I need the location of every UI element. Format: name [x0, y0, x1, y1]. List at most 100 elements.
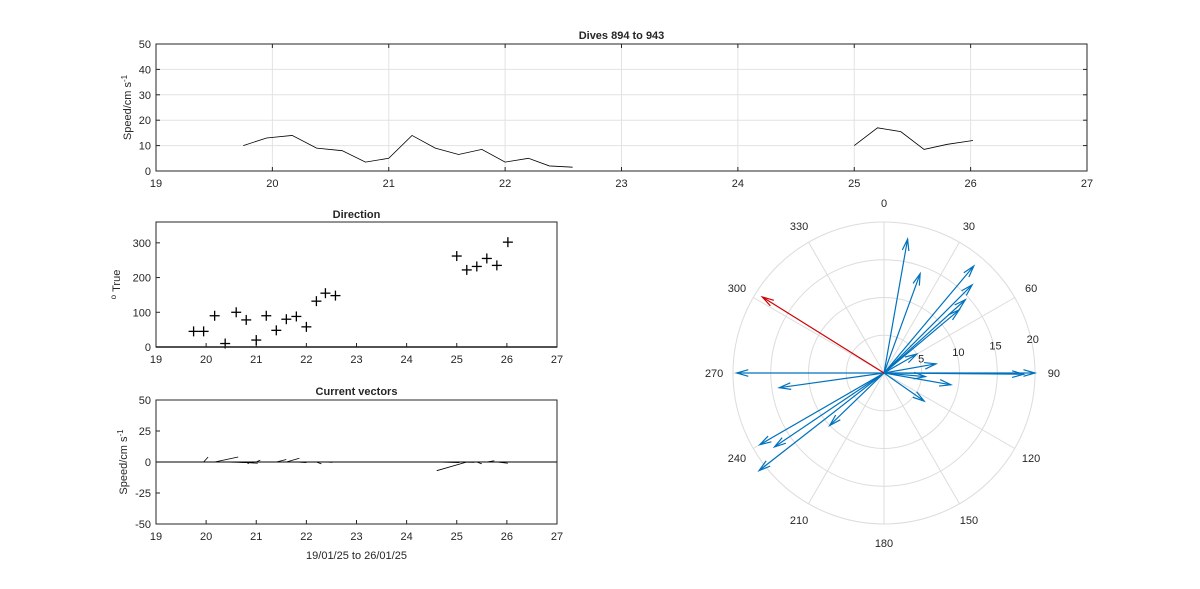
current-vector: [436, 461, 467, 472]
y-tick-label: 30: [139, 90, 151, 102]
direction-point: [481, 253, 492, 264]
compass-arrow: [883, 264, 976, 374]
angle-label: 300: [728, 283, 746, 295]
compass-arrow: [883, 372, 954, 387]
x-tick-label: 27: [551, 354, 563, 366]
speed-series-line: [854, 127, 974, 150]
radius-label: 15: [989, 340, 1001, 352]
angle-label: 0: [881, 198, 887, 210]
vectors-panel-title: Current vectors: [316, 386, 398, 398]
compass-arrow: [883, 361, 939, 374]
compass-arrow-shaft: [829, 372, 885, 426]
speed-panel-ylabel: Speed/cm s-1: [120, 74, 134, 140]
direction-point: [330, 290, 341, 301]
angle-label: 120: [1022, 453, 1040, 465]
angle-label: 180: [875, 538, 893, 550]
angular-grid-line: [883, 241, 960, 374]
axes-frame: [155, 43, 1088, 172]
compass-arrow-head: [954, 298, 967, 311]
compass-arrow: [828, 372, 885, 427]
y-tick-label: -25: [135, 488, 151, 500]
compass-arrow-head: [913, 371, 928, 380]
compass-arrow-head: [1011, 370, 1026, 379]
direction-panel-title: Direction: [333, 209, 381, 221]
x-tick-label: 24: [732, 178, 744, 190]
compass-arrow-head: [757, 460, 771, 472]
angle-label: 270: [705, 368, 723, 380]
compass-arrow-shaft: [883, 265, 975, 374]
compass-arrow: [777, 372, 885, 390]
angle-label: 150: [960, 515, 978, 527]
x-tick-label: 19: [150, 178, 162, 190]
x-tick-label: 22: [300, 354, 312, 366]
speed-ylabel-superscript: -1: [120, 74, 129, 82]
y-tick-label: 40: [139, 64, 151, 76]
compass-arrow: [757, 372, 885, 472]
direction-point: [301, 321, 312, 332]
x-tick-label: 20: [200, 531, 212, 543]
vectors-ylabel-superscript: -1: [116, 429, 125, 437]
direction-point: [471, 261, 482, 272]
direction-point: [311, 296, 322, 307]
compass-arrow-shaft: [883, 372, 1024, 375]
angular-grid-line: [883, 372, 960, 505]
radius-label: 5: [918, 353, 924, 365]
angle-label: 330: [790, 221, 808, 233]
direction-panel: Direction o True 19 20 21 22 23 24 25 26 27 0 100 20…: [109, 209, 563, 366]
compass-arrow-shaft: [762, 296, 885, 374]
compass-arrow-shaft: [779, 372, 885, 389]
direction-point: [251, 335, 262, 346]
compass-arrow-shaft: [883, 372, 926, 378]
current-vector: [214, 456, 239, 463]
compass-arrow-head: [757, 435, 772, 446]
direction-point: [271, 325, 282, 336]
compass-arrow-shaft: [759, 372, 885, 446]
y-tick-label: -50: [135, 519, 151, 531]
direction-point: [451, 251, 462, 262]
vectors-ylabel-main: Speed/cm s: [118, 436, 130, 495]
compass-arrow-head: [777, 382, 792, 390]
x-tick-label: 24: [401, 354, 413, 366]
compass-arrow: [883, 237, 910, 374]
speed-panel: Dives 894 to 943 Speed/cm s-1 19 20 21 22 23…: [120, 30, 1093, 190]
y-tick-label: 100: [133, 307, 151, 319]
compass-arrow-head: [772, 437, 787, 449]
speed-ylabel-main: Speed/cm s: [122, 82, 134, 141]
x-tick-label: 23: [615, 178, 627, 190]
vectors-panel: Current vectors Speed/cm s-1 19/01/25 to…: [116, 386, 563, 562]
axes-frame: [155, 399, 558, 525]
y-tick-label: 25: [139, 426, 151, 438]
direction-point: [231, 307, 242, 318]
current-vector: [203, 456, 209, 463]
x-tick-label: 24: [401, 531, 413, 543]
angular-grid-line: [752, 297, 885, 374]
compass-arrow: [883, 271, 921, 374]
direction-point: [491, 260, 502, 271]
compass-arrow-head: [1023, 369, 1038, 377]
compass-arrow: [734, 369, 884, 377]
compass-arrow-shaft: [774, 372, 885, 448]
x-tick-label: 22: [499, 178, 511, 190]
direction-panel-ylabel: o True: [109, 270, 123, 300]
compass-arrow: [883, 298, 967, 374]
angle-label: 240: [728, 453, 746, 465]
compass-arrow-head: [760, 295, 775, 307]
y-tick-label: 50: [139, 395, 151, 407]
compass-arrow: [757, 372, 885, 446]
direction-point: [241, 314, 252, 325]
y-tick-label: 0: [145, 457, 151, 469]
x-tick-label: 25: [848, 178, 860, 190]
y-tick-label: 0: [145, 166, 151, 178]
x-tick-label: 20: [266, 178, 278, 190]
x-tick-label: 26: [501, 354, 513, 366]
compass-arrow-head: [938, 378, 954, 387]
x-tick-label: 26: [965, 178, 977, 190]
axes-frame: [155, 221, 558, 348]
compass-arrow-head: [947, 308, 961, 321]
compass-arrow-head: [904, 353, 919, 364]
x-tick-label: 21: [383, 178, 395, 190]
compass-arrow-head: [734, 369, 749, 377]
x-tick-label: 23: [350, 354, 362, 366]
compass-arrow-head: [924, 361, 939, 370]
angle-label: 60: [1025, 283, 1037, 295]
